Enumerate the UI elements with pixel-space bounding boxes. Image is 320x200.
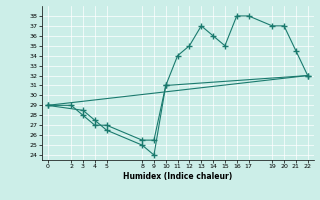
X-axis label: Humidex (Indice chaleur): Humidex (Indice chaleur): [123, 172, 232, 181]
